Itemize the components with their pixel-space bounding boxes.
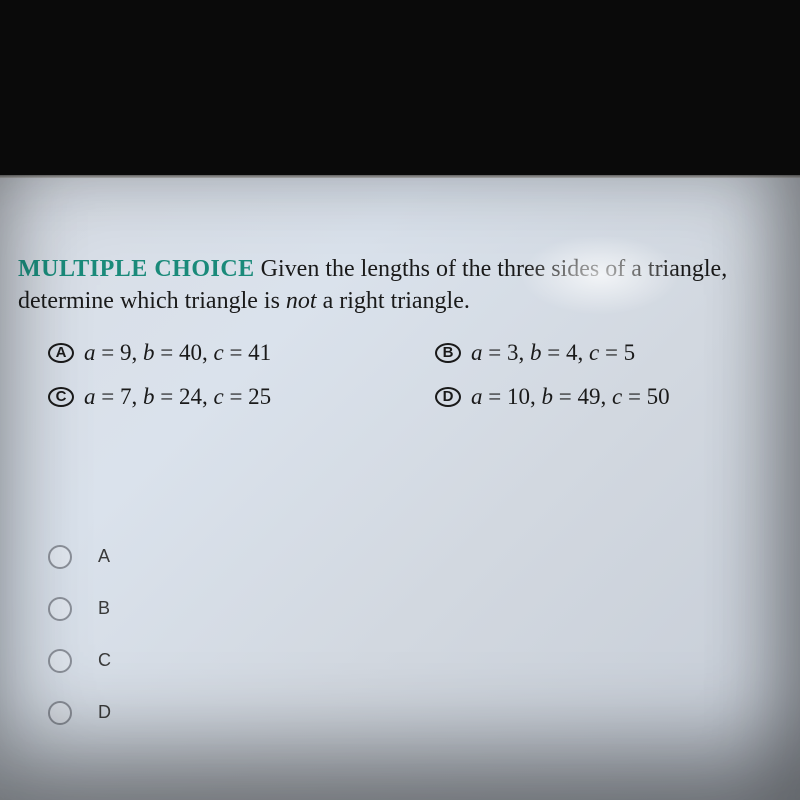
radio-b[interactable] [48, 597, 72, 621]
radio-a[interactable] [48, 545, 72, 569]
mc-label: MULTIPLE CHOICE [18, 256, 255, 282]
option-c-text: a = 7, b = 24, c = 25 [84, 384, 271, 410]
answer-area: A B C D [18, 545, 782, 725]
option-c-letter: C [48, 387, 74, 407]
option-a-val-b: 40 [179, 340, 202, 365]
option-a-letter: A [48, 343, 74, 363]
answer-label-c: C [98, 650, 111, 671]
option-b-val-a: 3 [507, 340, 519, 365]
photo-frame: MULTIPLE CHOICE Given the lengths of the… [0, 0, 800, 800]
question-text-line1: Given the lengths of the three sides of … [261, 256, 728, 282]
option-c-val-a: 7 [120, 384, 132, 409]
option-a: A a = 9, b = 40, c = 41 [48, 340, 395, 366]
radio-d[interactable] [48, 701, 72, 725]
answer-row-a[interactable]: A [48, 545, 782, 569]
answer-label-a: A [98, 546, 110, 567]
options-grid: A a = 9, b = 40, c = 41 B a = 3, b = 4, … [18, 340, 782, 410]
question-text-line2-post: a right triangle. [317, 288, 470, 314]
option-d-letter: D [435, 387, 461, 407]
question-text-not: not [286, 288, 317, 314]
answer-label-d: D [98, 702, 111, 723]
screen-area: MULTIPLE CHOICE Given the lengths of the… [0, 175, 800, 800]
option-a-text: a = 9, b = 40, c = 41 [84, 340, 271, 366]
answer-row-b[interactable]: B [48, 597, 782, 621]
option-c: C a = 7, b = 24, c = 25 [48, 384, 395, 410]
option-d-val-b: 49 [577, 384, 600, 409]
question-text-line2-pre: determine which triangle is [18, 288, 286, 314]
question-content: MULTIPLE CHOICE Given the lengths of the… [0, 175, 800, 725]
option-b-val-b: 4 [566, 340, 578, 365]
question-prompt: MULTIPLE CHOICE Given the lengths of the… [18, 253, 782, 318]
option-a-val-c: 41 [248, 340, 271, 365]
answer-label-b: B [98, 598, 110, 619]
option-d-text: a = 10, b = 49, c = 50 [471, 384, 670, 410]
option-b-val-c: 5 [624, 340, 636, 365]
option-d-val-c: 50 [647, 384, 670, 409]
answer-row-d[interactable]: D [48, 701, 782, 725]
option-c-val-b: 24 [179, 384, 202, 409]
option-b: B a = 3, b = 4, c = 5 [435, 340, 782, 366]
option-b-letter: B [435, 343, 461, 363]
radio-c[interactable] [48, 649, 72, 673]
screen-top-border [0, 175, 800, 178]
option-d: D a = 10, b = 49, c = 50 [435, 384, 782, 410]
option-b-text: a = 3, b = 4, c = 5 [471, 340, 635, 366]
answer-row-c[interactable]: C [48, 649, 782, 673]
option-c-val-c: 25 [248, 384, 271, 409]
option-a-val-a: 9 [120, 340, 132, 365]
option-d-val-a: 10 [507, 384, 530, 409]
